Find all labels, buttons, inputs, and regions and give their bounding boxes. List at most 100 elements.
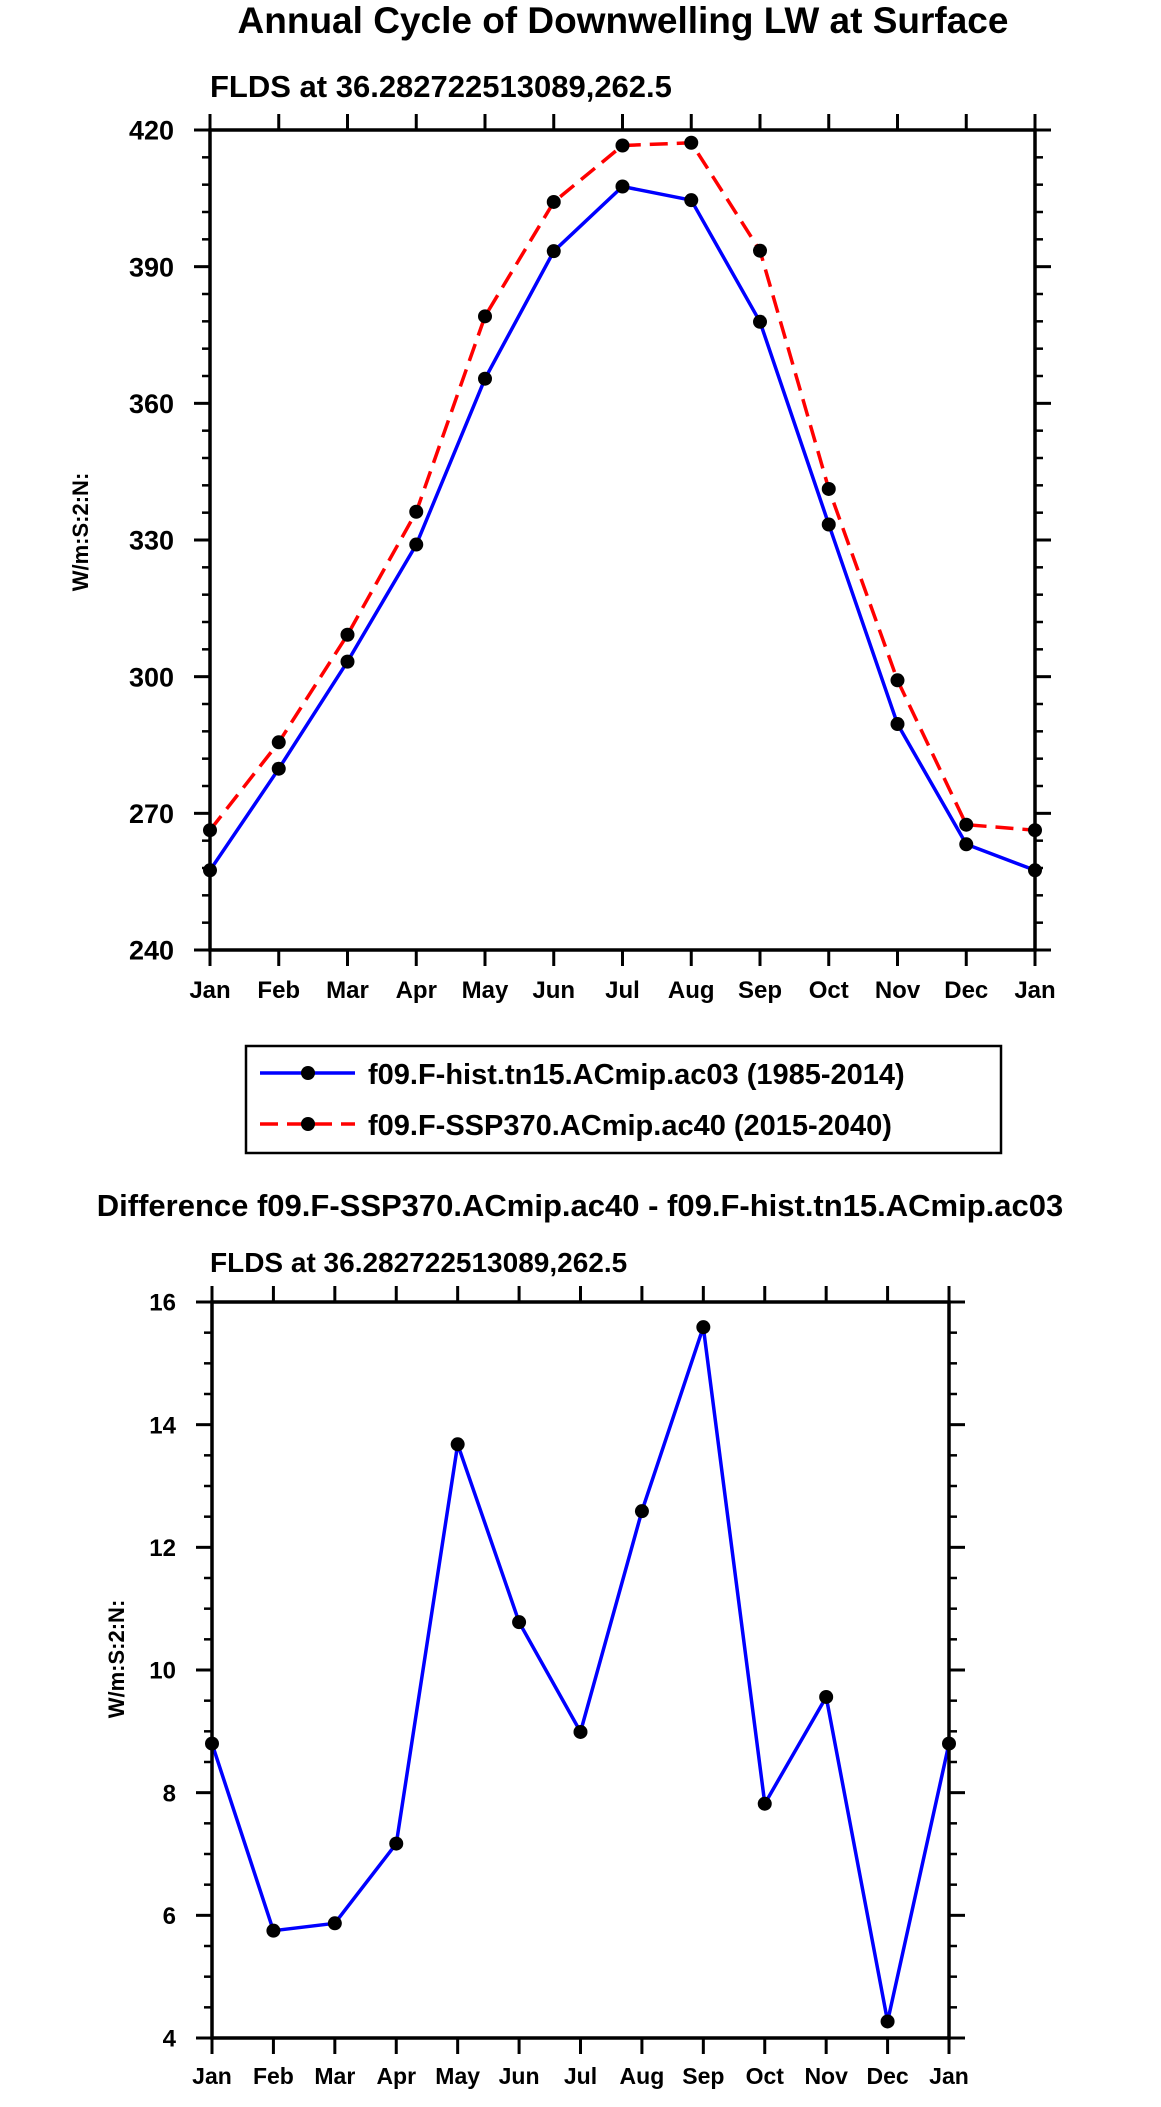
data-point xyxy=(696,1320,711,1335)
data-point xyxy=(573,1724,588,1739)
data-point xyxy=(880,2014,895,2029)
data-point xyxy=(340,654,355,669)
chart2-subtitle: FLDS at 36.282722513089,262.5 xyxy=(210,1247,627,1278)
legend-label-hist: f09.F-hist.tn15.ACmip.ac03 (1985-2014) xyxy=(368,1059,905,1091)
x-tick-label: Oct xyxy=(809,977,849,1004)
data-point xyxy=(821,481,836,496)
data-point xyxy=(450,1437,465,1452)
y-tick-label: 300 xyxy=(129,662,174,692)
data-point xyxy=(327,1916,342,1931)
chart2-x-tick-labels: Jan Feb Mar Apr May Jun Jul Aug Sep Oct Nov Dec Jan xyxy=(192,2063,969,2089)
y-tick-label: 330 xyxy=(129,526,174,556)
chart1-plot-frame xyxy=(208,128,1037,952)
x-tick-label: May xyxy=(462,977,509,1004)
data-point xyxy=(478,309,492,324)
data-point xyxy=(615,138,630,153)
data-point xyxy=(959,817,974,832)
data-point xyxy=(266,1923,281,1938)
x-tick-label: Jan xyxy=(929,2063,969,2089)
y-tick-label: 12 xyxy=(149,1535,176,1562)
series-line-0 xyxy=(210,1325,951,2024)
chart2-plot-frame xyxy=(210,1300,951,2040)
data-point xyxy=(821,517,836,532)
chart1-ticks xyxy=(194,114,1051,966)
x-tick-label: May xyxy=(435,2063,480,2089)
chart1-series-lines xyxy=(208,141,1036,872)
data-point xyxy=(753,243,767,258)
annual-cycle-chart: Annual Cycle of Downwelling LW at Surfac… xyxy=(68,0,1056,1155)
y-tick-label: 270 xyxy=(129,799,174,829)
legend-marker-ssp xyxy=(301,1117,315,1131)
data-point xyxy=(340,627,355,642)
x-tick-label: Aug xyxy=(620,2063,665,2089)
chart1-x-tick-labels: Jan Feb Mar Apr May Jun Jul Aug Sep Oct Nov Dec Jan xyxy=(189,977,1055,1004)
chart2-title: Difference f09.F-SSP370.ACmip.ac40 - f09… xyxy=(97,1188,1064,1223)
data-point xyxy=(890,673,905,688)
data-point xyxy=(634,1504,649,1519)
data-point xyxy=(959,837,974,852)
chart1-series-points xyxy=(203,135,1042,878)
x-tick-label: Jul xyxy=(564,2063,597,2089)
x-tick-label: Jan xyxy=(189,977,230,1004)
x-tick-label: Feb xyxy=(253,2063,294,2089)
x-tick-label: Sep xyxy=(738,977,782,1004)
x-tick-label: Dec xyxy=(866,2063,908,2089)
legend-label-ssp: f09.F-SSP370.ACmip.ac40 (2015-2040) xyxy=(368,1110,892,1142)
x-tick-label: Jul xyxy=(605,977,640,1004)
data-point xyxy=(512,1615,527,1630)
y-tick-label: 240 xyxy=(129,936,174,966)
data-point xyxy=(546,244,561,259)
difference-chart: Difference f09.F-SSP370.ACmip.ac40 - f09… xyxy=(97,1188,1064,2089)
y-tick-label: 14 xyxy=(149,1412,176,1439)
x-tick-label: Jun xyxy=(499,2063,540,2089)
data-point xyxy=(819,1689,834,1704)
legend-marker-hist xyxy=(301,1066,315,1080)
data-point xyxy=(684,135,699,150)
data-point xyxy=(409,504,424,519)
x-tick-label: Apr xyxy=(376,2063,416,2089)
x-tick-label: Jan xyxy=(192,2063,232,2089)
x-tick-label: Jun xyxy=(532,977,575,1004)
chart1-y-tick-labels: 240 270 300 330 360 390 420 xyxy=(129,116,174,966)
x-tick-label: Mar xyxy=(314,2063,355,2089)
legend-box xyxy=(244,1044,1003,1155)
x-tick-label: Aug xyxy=(668,977,715,1004)
series-line-0 xyxy=(208,184,1036,872)
chart1-ylabel: W/m:S:2:N: xyxy=(68,473,93,592)
chart1-subtitle: FLDS at 36.282722513089,262.5 xyxy=(210,69,672,104)
chart1-title: Annual Cycle of Downwelling LW at Surfac… xyxy=(238,0,1009,41)
chart2-series-lines xyxy=(210,1325,951,2024)
y-tick-label: 360 xyxy=(129,389,174,419)
chart2-y-tick-labels: 4 6 8 10 12 14 16 xyxy=(149,1290,176,2053)
data-point xyxy=(271,761,286,776)
chart2-series-points xyxy=(205,1320,956,2029)
x-tick-label: Apr xyxy=(396,977,437,1004)
data-point xyxy=(478,371,492,386)
y-tick-label: 420 xyxy=(129,116,174,146)
x-tick-label: Nov xyxy=(804,2063,848,2089)
chart2-ylabel: W/m:S:2:N: xyxy=(104,1600,129,1719)
data-point xyxy=(546,194,561,209)
data-point xyxy=(409,537,424,552)
y-tick-label: 16 xyxy=(149,1290,176,1317)
chart2-ticks xyxy=(196,1286,965,2054)
chart1-legend: f09.F-hist.tn15.ACmip.ac03 (1985-2014) f… xyxy=(244,1044,1003,1155)
x-tick-label: Dec xyxy=(944,977,988,1004)
y-tick-label: 6 xyxy=(163,1903,176,1930)
y-tick-label: 10 xyxy=(149,1658,176,1685)
y-tick-label: 4 xyxy=(163,2026,177,2053)
x-tick-label: Nov xyxy=(875,977,921,1004)
data-point xyxy=(389,1836,404,1851)
data-point xyxy=(684,193,699,208)
data-point xyxy=(890,717,905,732)
y-tick-label: 8 xyxy=(163,1780,176,1807)
data-point xyxy=(757,1796,772,1811)
x-tick-label: Mar xyxy=(326,977,369,1004)
series-line-1 xyxy=(208,141,1036,832)
x-tick-label: Jan xyxy=(1014,977,1055,1004)
data-point xyxy=(271,735,286,750)
x-tick-label: Oct xyxy=(746,2063,785,2089)
y-tick-label: 390 xyxy=(129,252,174,282)
x-tick-label: Sep xyxy=(682,2063,724,2089)
